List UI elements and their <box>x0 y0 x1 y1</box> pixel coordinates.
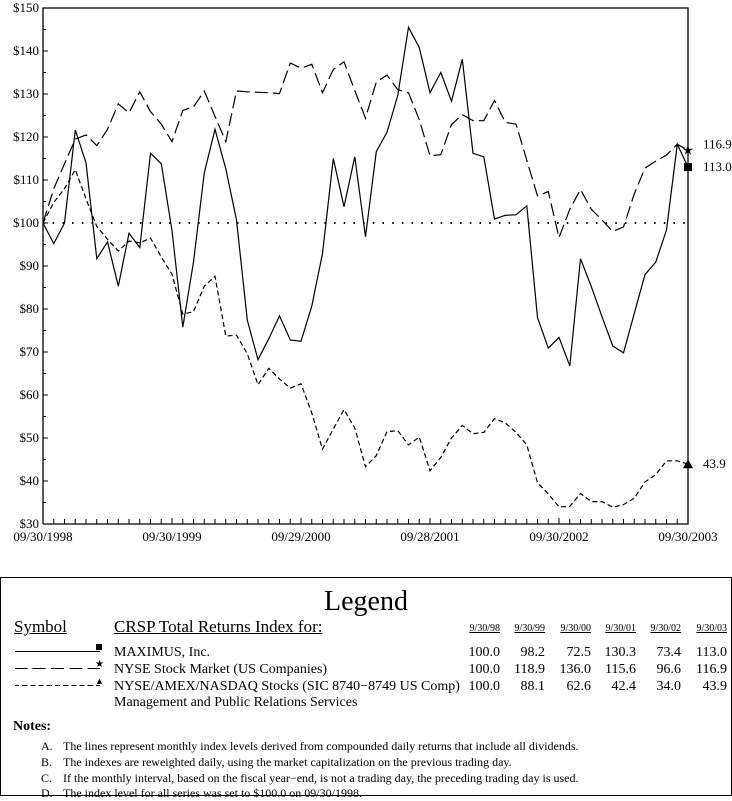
legend-title: Legend <box>324 586 408 617</box>
date-header: 9/30/02 <box>650 623 681 634</box>
series-line-short-dash <box>42 168 689 508</box>
x-tick-label: 09/30/2003 <box>658 529 717 544</box>
series-line-long-dash <box>42 60 689 240</box>
index-value: 88.1 <box>520 679 546 694</box>
triangle-marker-icon <box>683 459 693 469</box>
index-value: 115.6 <box>605 662 636 677</box>
index-value: 130.3 <box>604 645 637 660</box>
series-name: MAXIMUS, Inc. <box>114 645 211 660</box>
note-text: The indexes are reweighted daily, using … <box>63 755 512 769</box>
note-text: The index level for all series was set t… <box>63 786 362 800</box>
index-value: 96.6 <box>656 662 682 677</box>
y-tick-label: $40 <box>20 473 40 488</box>
index-value: 34.0 <box>656 679 682 694</box>
y-tick-label: $110 <box>13 172 39 187</box>
index-value: 43.9 <box>702 679 728 694</box>
series-name: NYSE Stock Market (US Companies) <box>114 662 328 677</box>
x-tick-label: 09/28/2001 <box>400 529 459 544</box>
note-text: If the monthly interval, based on the fi… <box>63 771 579 785</box>
series-name-line2: Management and Public Relations Services <box>114 695 358 710</box>
index-value: 100.0 <box>468 645 501 660</box>
triangle-marker-icon: ▲ <box>95 676 104 686</box>
note-letter: D. <box>41 786 53 800</box>
index-value: 100.0 <box>468 662 501 677</box>
index-value: 118.9 <box>514 662 545 677</box>
series-end-label: 113.0 <box>703 159 732 174</box>
y-tick-label: $70 <box>20 344 40 359</box>
index-value: 113.0 <box>696 645 727 660</box>
index-value: 116.9 <box>696 662 727 677</box>
y-tick-label: $60 <box>20 387 40 402</box>
index-value: 72.5 <box>566 645 592 660</box>
legend-panel: Legend Symbol CRSP Total Returns Index f… <box>0 577 732 800</box>
date-header: 9/30/99 <box>514 623 545 634</box>
y-tick-label: $90 <box>20 258 40 273</box>
series-line-solid <box>42 25 689 367</box>
symbol-header: Symbol <box>14 617 67 636</box>
square-marker-icon <box>684 163 692 172</box>
y-tick-label: $150 <box>13 0 39 15</box>
x-tick-label: 09/30/1999 <box>142 529 201 544</box>
y-tick-label: $130 <box>13 86 39 101</box>
y-tick-label: $140 <box>13 43 39 58</box>
date-header: 9/30/98 <box>469 623 500 634</box>
series-name: NYSE/AMEX/NASDAQ Stocks (SIC 8740−8749 U… <box>114 679 460 694</box>
star-marker-icon: ★ <box>95 659 104 670</box>
note-letter: B. <box>41 755 53 769</box>
note-text: The lines represent monthly index levels… <box>63 739 579 753</box>
long-dash-line-symbol <box>15 668 100 669</box>
square-marker-icon <box>96 644 102 650</box>
date-header: 9/30/03 <box>696 623 727 634</box>
series-end-label: 116.9 <box>703 136 732 151</box>
star-marker-icon: ★ <box>682 142 694 157</box>
index-value: 98.2 <box>520 645 546 660</box>
y-tick-label: $100 <box>13 215 39 230</box>
note-letter: C. <box>41 771 53 785</box>
x-tick-label: 09/29/2000 <box>271 529 330 544</box>
index-value: 42.4 <box>611 679 637 694</box>
index-header: CRSP Total Returns Index for: <box>114 617 323 636</box>
note-letter: A. <box>41 739 53 753</box>
y-tick-label: $80 <box>20 301 40 316</box>
short-dash-line-symbol <box>15 685 100 686</box>
x-tick-label: 09/30/2002 <box>529 529 588 544</box>
solid-line-symbol <box>15 651 100 652</box>
index-value: 100.0 <box>468 679 501 694</box>
x-tick-label: 09/30/1998 <box>13 529 72 544</box>
date-header: 9/30/01 <box>605 623 636 634</box>
index-value: 136.0 <box>559 662 592 677</box>
index-value: 73.4 <box>656 645 682 660</box>
y-tick-label: $50 <box>20 430 40 445</box>
date-header: 9/30/00 <box>560 623 591 634</box>
index-value: 62.6 <box>566 679 592 694</box>
series-end-label: 43.9 <box>703 456 726 471</box>
notes-title: Notes: <box>13 719 52 734</box>
y-tick-label: $30 <box>20 516 40 531</box>
plot-frame <box>42 7 689 525</box>
y-tick-label: $120 <box>13 129 39 144</box>
performance-line-chart: $30 $40 $50 $60 $70 $80 $90 $100 $110 $120 $130 $14… <box>13 0 732 544</box>
